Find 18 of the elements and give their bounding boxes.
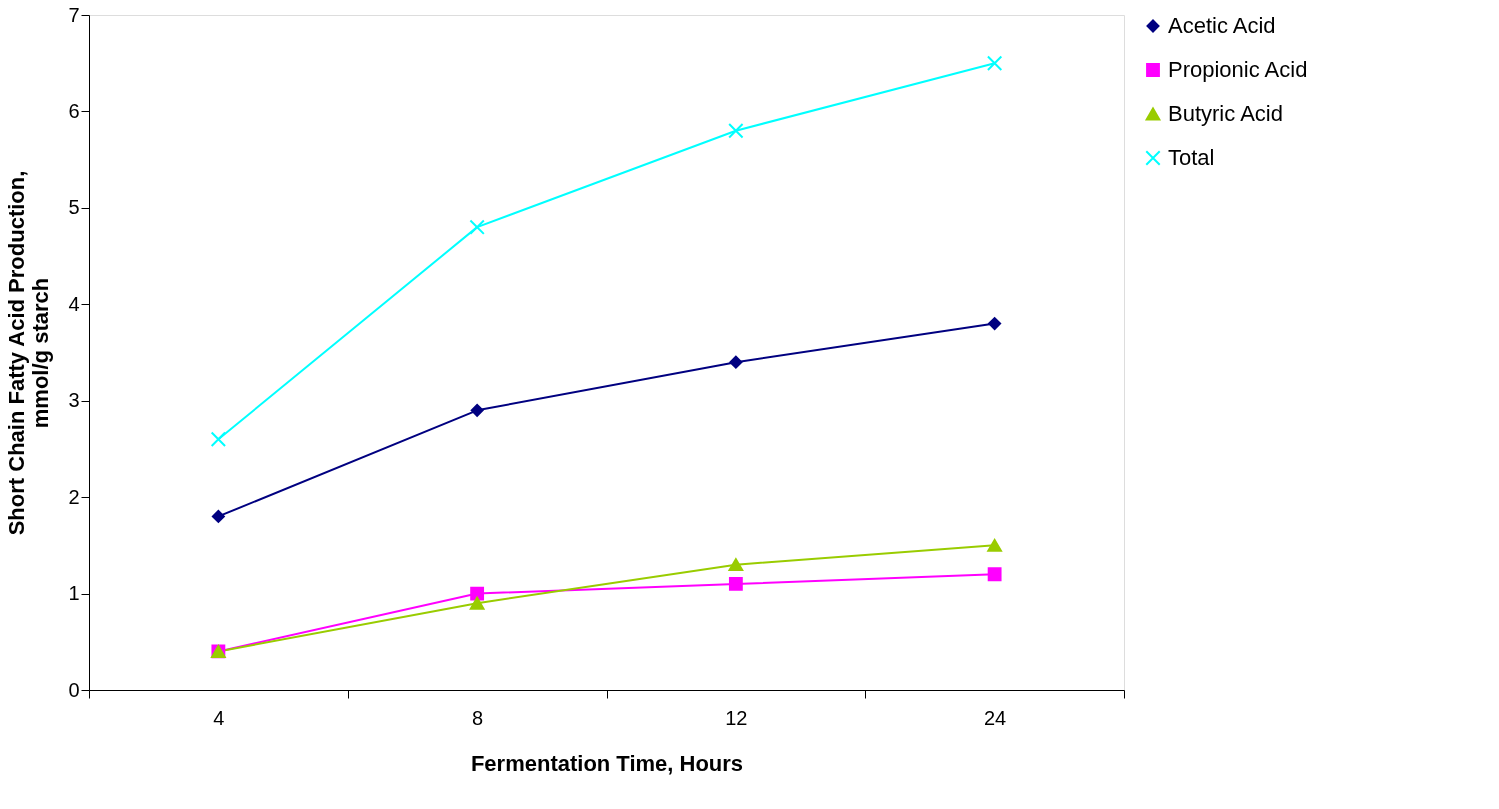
y-tick-label: 6	[68, 99, 80, 122]
legend-label: Acetic Acid	[1168, 13, 1276, 38]
legend-label: Propionic Acid	[1168, 57, 1308, 82]
legend-label: Butyric Acid	[1168, 101, 1283, 126]
x-tick-label: 12	[725, 706, 748, 729]
x-tick-label: 4	[213, 706, 225, 729]
y-tick-label: 3	[68, 389, 80, 412]
x-axis-title: Fermentation Time, Hours	[470, 750, 744, 776]
y-tick-label: 5	[68, 196, 80, 219]
legend-label: Total	[1168, 145, 1215, 170]
y-tick-label: 4	[68, 292, 80, 315]
x-tick-label: 24	[984, 706, 1007, 729]
y-axis-title: Short Chain Fatty Acid Production, mmol/g starch	[4, 170, 54, 536]
y-tick-label: 2	[68, 485, 80, 508]
y-tick-label: 7	[68, 3, 80, 26]
x-tick-label: 8	[472, 706, 484, 729]
y-tick-label: 0	[68, 678, 80, 701]
y-tick-label: 1	[68, 582, 80, 605]
